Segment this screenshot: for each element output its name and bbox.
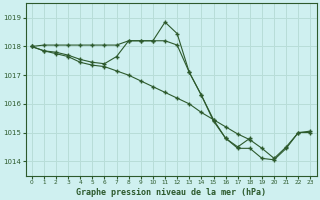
- X-axis label: Graphe pression niveau de la mer (hPa): Graphe pression niveau de la mer (hPa): [76, 188, 266, 197]
